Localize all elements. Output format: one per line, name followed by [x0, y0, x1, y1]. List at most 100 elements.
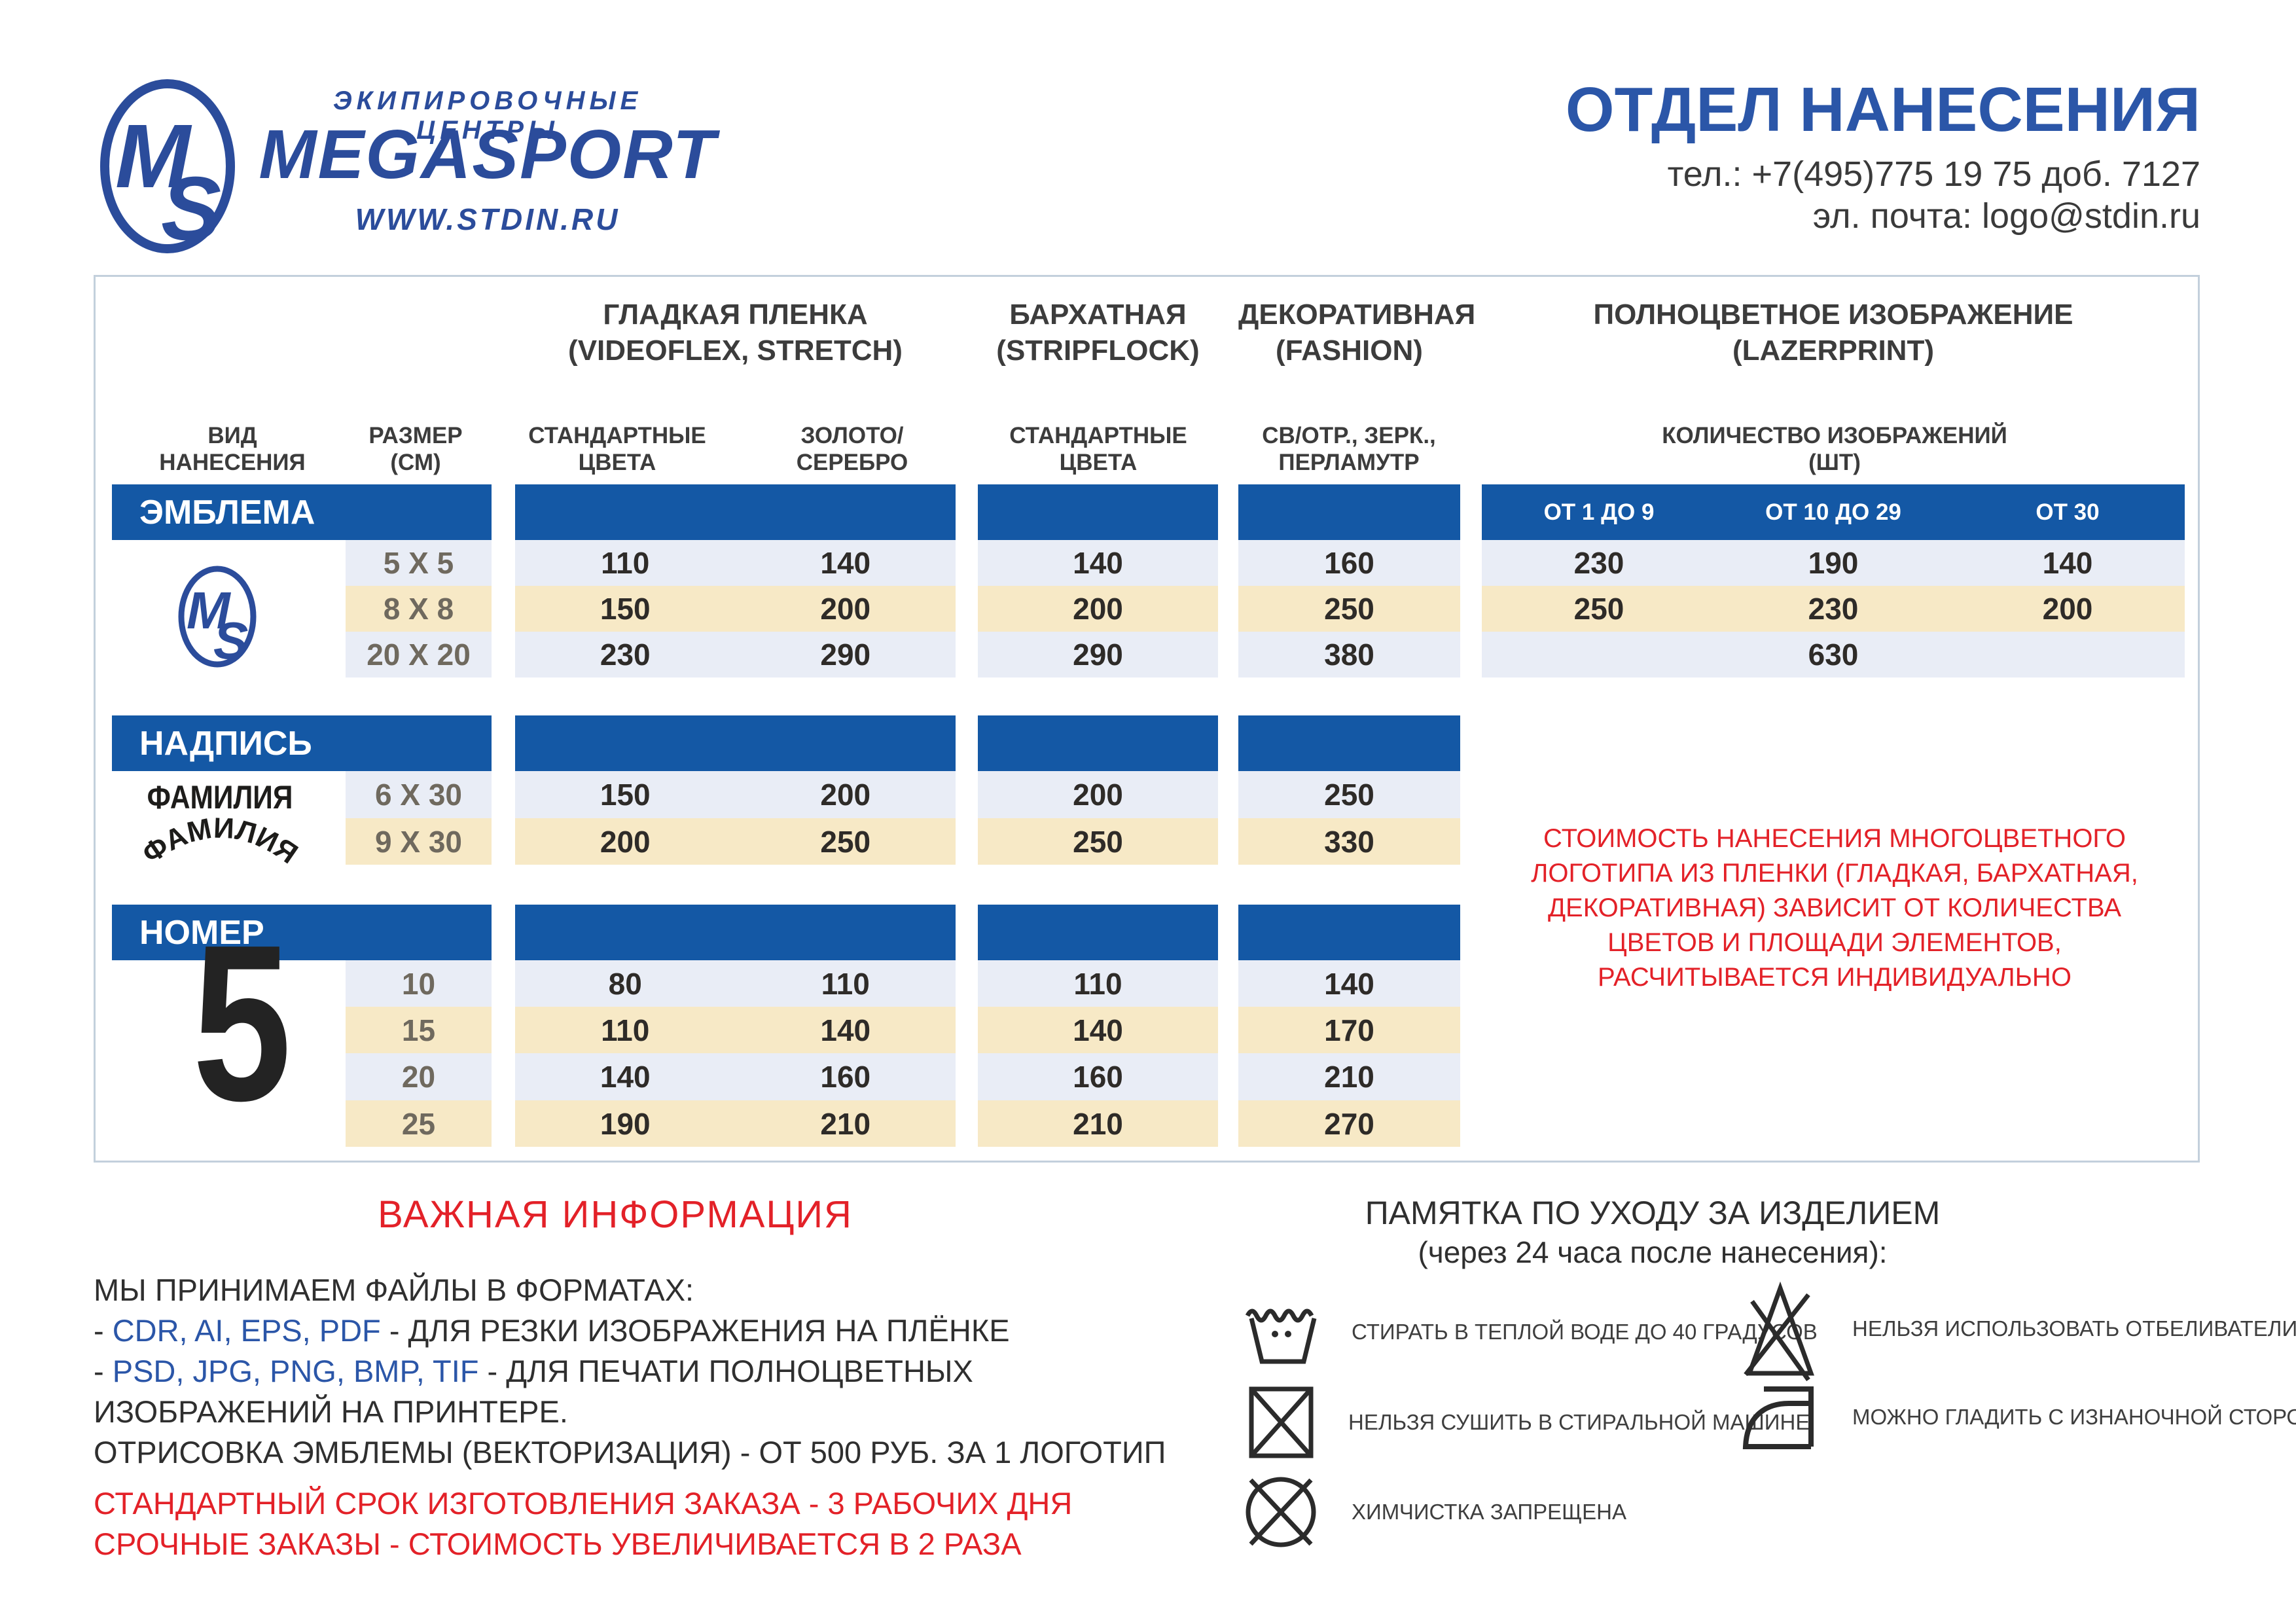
- price-cell: 250: [978, 818, 1218, 865]
- group-title: ПОЛНОЦВЕТНОЕ ИЗОБРАЖЕНИЕ: [1593, 298, 2073, 331]
- care-label: НЕЛЬЗЯ ИСПОЛЬЗОВАТЬ ОТБЕЛИВАТЕЛИ: [1852, 1316, 2296, 1341]
- size-cell: 15: [346, 1007, 492, 1053]
- price-cells: 230 290: [515, 632, 956, 677]
- phone-number: тел.: +7(495)775 19 75 доб. 7127: [1667, 154, 2200, 194]
- column-header-type: ВИД НАНЕСЕНИЯ: [159, 423, 306, 475]
- band-fill: [515, 715, 956, 771]
- vectorization-price-line: ОТРИСОВКА ЭМБЛЕМЫ (ВЕКТОРИЗАЦИЯ) - ОТ 50…: [94, 1435, 1166, 1470]
- size-cell: 20: [346, 1053, 492, 1100]
- price-cell: 170: [1238, 1007, 1460, 1053]
- size-cell: 9 X 30: [346, 818, 492, 865]
- table-row: 5 X 5 110 140 140 160 230 190 140: [96, 540, 2198, 586]
- no-tumble-dry-icon: [1244, 1380, 1319, 1465]
- important-info-title: ВАЖНАЯ ИНФОРМАЦИЯ: [378, 1193, 853, 1236]
- price-cell: 140: [978, 540, 1218, 586]
- svg-text:M: M: [115, 106, 192, 207]
- svg-text:M: M: [187, 581, 232, 640]
- price-cells: 110 140: [515, 540, 956, 586]
- column-group-full-color: ПОЛНОЦВЕТНОЕ ИЗОБРАЖЕНИЕ (LAZERPRINT): [1482, 297, 2185, 369]
- care-item: НЕЛЬЗЯ СУШИТЬ В СТИРАЛЬНОЙ МАШИНЕ: [1244, 1380, 1810, 1465]
- page-title: ОТДЕЛ НАНЕСЕНИЯ: [1565, 75, 2200, 145]
- deadline-warning: СТАНДАРТНЫЙ СРОК ИЗГОТОВЛЕНИЯ ЗАКАЗА - 3…: [94, 1483, 1206, 1564]
- emblem-sample-logo-icon: M S: [177, 565, 257, 670]
- care-item: СТИРАТЬ В ТЕПЛОЙ ВОДЕ ДО 40 ГРАДУСОВ: [1244, 1293, 1818, 1371]
- section-band-number: НОМЕР: [112, 905, 492, 960]
- size-cell: 6 X 30: [346, 771, 492, 818]
- price-cell: 210: [978, 1100, 1218, 1147]
- table-row: 9 X 30 200 250 250 330: [96, 818, 2198, 865]
- qty-tier-header: ОТ 1 ДО 9 ОТ 10 ДО 29 ОТ 30: [1482, 484, 2185, 540]
- price-cell: 140: [978, 1007, 1218, 1053]
- price-cells: 150 200: [515, 586, 956, 632]
- svg-text:S: S: [161, 158, 221, 255]
- price-cell: 110: [978, 960, 1218, 1007]
- website-url[interactable]: WWW.STDIN.RU: [355, 202, 620, 236]
- group-subtitle: (FASHION): [1276, 334, 1423, 367]
- qty-cells: 230 190 140: [1482, 540, 2185, 586]
- logo-tagline: ЭКИПИРОВОЧНЫЕ ЦЕНТРЫ: [332, 86, 643, 145]
- table-row: 8 X 8 150 200 200 250 250 230 200: [96, 586, 2198, 632]
- care-item: ХИМЧИСТКА ЗАПРЕЩЕНА: [1240, 1470, 1626, 1555]
- column-group-decorative: ДЕКОРАТИВНАЯ (FASHION): [1238, 297, 1476, 369]
- size-cell: 25: [346, 1100, 492, 1147]
- section-band-emblem: ЭМБЛЕМА: [112, 484, 492, 540]
- price-cells: 150 200: [515, 771, 956, 818]
- table-row: 20 140 160 160 210: [96, 1053, 2198, 1100]
- price-cells: 200 250: [515, 818, 956, 865]
- price-cell: 210: [1238, 1053, 1460, 1100]
- table-row: 25 190 210 210 270: [96, 1100, 2198, 1147]
- multicolor-logo-note: СТОИМОСТЬ НАНЕСЕНИЯ МНОГОЦВЕТНОГО ЛОГОТИ…: [1531, 824, 2138, 992]
- column-header-size: РАЗМЕР (СМ): [368, 423, 463, 475]
- surname-sample-arched: ФАМИЛИЯ: [132, 812, 308, 878]
- band-fill: [1238, 484, 1460, 540]
- price-cells: 140 160: [515, 1053, 956, 1100]
- care-item: НЕЛЬЗЯ ИСПОЛЬЗОВАТЬ ОТБЕЛИВАТЕЛИ: [1738, 1276, 2296, 1381]
- price-cell: 250: [1238, 771, 1460, 818]
- price-cell: 200: [978, 586, 1218, 632]
- price-table: ГЛАДКАЯ ПЛЕНКА (VIDEOFLEX, STRETCH) БАРХ…: [94, 275, 2200, 1163]
- standard-deadline: СТАНДАРТНЫЙ СРОК ИЗГОТОВЛЕНИЯ ЗАКАЗА - 3…: [94, 1486, 1073, 1521]
- column-header-gold-silver: ЗОЛОТО/СЕРЕБРО: [796, 423, 908, 475]
- group-title: ДЕКОРАТИВНАЯ: [1238, 298, 1476, 331]
- price-cell: 160: [978, 1053, 1218, 1100]
- qty-cells: 250 230 200: [1482, 586, 2185, 632]
- column-group-smooth-film: ГЛАДКАЯ ПЛЕНКА (VIDEOFLEX, STRETCH): [515, 297, 956, 369]
- group-subtitle: (LAZERPRINT): [1732, 334, 1934, 367]
- band-fill: [1238, 715, 1460, 771]
- care-label: СТИРАТЬ В ТЕПЛОЙ ВОДЕ ДО 40 ГРАДУСОВ: [1352, 1320, 1818, 1344]
- price-cell: 290: [978, 632, 1218, 677]
- price-cell: 250: [1238, 586, 1460, 632]
- care-label: ХИМЧИСТКА ЗАПРЕЩЕНА: [1352, 1500, 1626, 1524]
- number-sample: 5: [192, 899, 292, 1147]
- group-title: ГЛАДКАЯ ПЛЕНКА: [603, 298, 868, 331]
- band-fill: [978, 715, 1218, 771]
- column-group-velvet: БАРХАТНАЯ (STRIPFLOCK): [978, 297, 1218, 369]
- surname-sample-straight: ФАМИЛИЯ: [147, 779, 293, 816]
- brand-name: MEGASPORT: [259, 116, 717, 193]
- no-dry-clean-icon: [1240, 1470, 1322, 1555]
- size-cell: 8 X 8: [346, 586, 492, 632]
- care-label: МОЖНО ГЛАДИТЬ С ИЗНАНОЧНОЙ СТОРОНЫ: [1852, 1405, 2296, 1429]
- printer-line: ИЗОБРАЖЕНИЙ НА ПРИНТЕРЕ.: [94, 1394, 568, 1429]
- column-header-image-quantity: КОЛИЧЕСТВО ИЗОБРАЖЕНИЙ (ШТ): [1662, 423, 2007, 475]
- table-row: 15 110 140 140 170: [96, 1007, 2198, 1053]
- iron-reverse-side-icon: [1738, 1375, 1823, 1460]
- care-label: НЕЛЬЗЯ СУШИТЬ В СТИРАЛЬНОЙ МАШИНЕ: [1348, 1410, 1810, 1434]
- care-item: МОЖНО ГЛАДИТЬ С ИЗНАНОЧНОЙ СТОРОНЫ: [1738, 1375, 2296, 1460]
- email-address[interactable]: эл. почта: logo@stdin.ru: [1812, 196, 2200, 236]
- price-cell: 160: [1238, 540, 1460, 586]
- svg-text:S: S: [213, 611, 248, 668]
- vector-formats: CDR, AI, EPS, PDF: [112, 1313, 381, 1348]
- section-band-inscription: НАДПИСЬ: [112, 715, 492, 771]
- care-title: ПАМЯТКА ПО УХОДУ ЗА ИЗДЕЛИЕМ: [1365, 1195, 1941, 1231]
- band-fill: [978, 484, 1218, 540]
- price-cell: 140: [1238, 960, 1460, 1007]
- price-cells: 190 210: [515, 1100, 956, 1147]
- no-bleach-icon: [1738, 1276, 1823, 1381]
- band-fill: [978, 905, 1218, 960]
- group-subtitle: (VIDEOFLEX, STRETCH): [568, 334, 903, 367]
- column-header-reflective: СВ/ОТР., ЗЕРК., ПЕРЛАМУТР: [1262, 423, 1436, 475]
- group-subtitle: (STRIPFLOCK): [996, 334, 1200, 367]
- wash-40-icon: [1244, 1296, 1322, 1368]
